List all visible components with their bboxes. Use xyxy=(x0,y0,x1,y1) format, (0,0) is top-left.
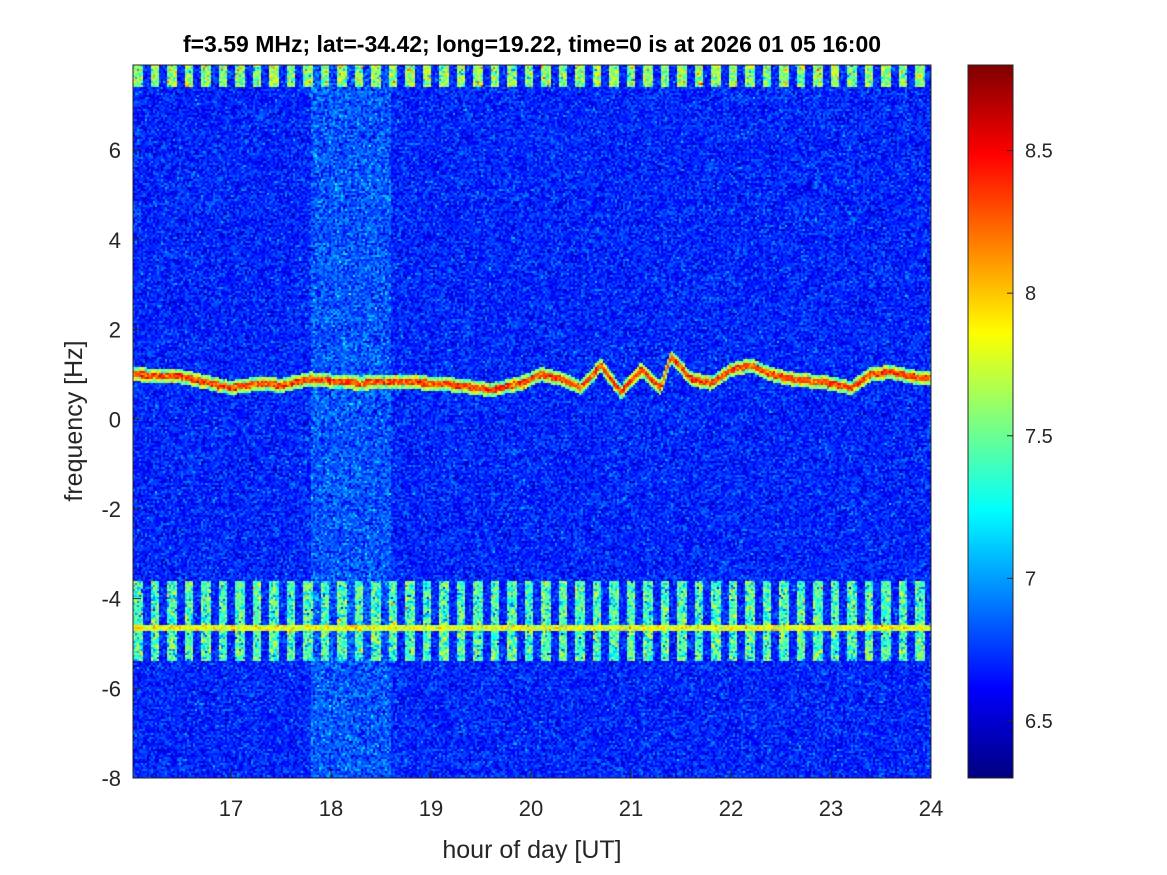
x-tick-label: 22 xyxy=(719,796,743,821)
colorbar-tick-label: 8 xyxy=(1025,283,1036,305)
colorbar-image xyxy=(968,65,1013,778)
x-tick-label: 19 xyxy=(419,796,443,821)
colorbar-tick-label: 7 xyxy=(1025,568,1036,590)
heatmap-foreign xyxy=(133,65,931,778)
colorbar-ticks: 6.5 7 7.5 8 8.5 xyxy=(1007,141,1053,733)
y-axis-label: frequency [Hz] xyxy=(60,340,88,501)
colorbar-frame xyxy=(967,64,1014,779)
x-axis: 17 18 19 20 21 22 23 24 xyxy=(219,770,943,821)
x-tick-label: 18 xyxy=(319,796,343,821)
y-tick-label: -6 xyxy=(101,676,121,701)
colorbar-tick-label: 6.5 xyxy=(1025,711,1053,733)
heatmap-image xyxy=(133,65,931,778)
y-tick-label: 6 xyxy=(109,138,121,163)
x-axis-label: hour of day [UT] xyxy=(442,836,621,864)
y-axis: -8 -6 -4 -2 0 2 4 6 xyxy=(101,138,141,791)
plot-area xyxy=(132,64,932,779)
y-tick-label: 0 xyxy=(109,407,121,432)
x-tick-label: 21 xyxy=(619,796,643,821)
y-tick-label: 2 xyxy=(109,318,121,343)
plot-frame xyxy=(132,64,932,779)
y-tick-label: -8 xyxy=(101,766,121,791)
y-tick-label: -2 xyxy=(101,497,121,522)
y-tick-label: -4 xyxy=(101,587,121,612)
x-tick-label: 20 xyxy=(519,796,543,821)
y-tick-label: 4 xyxy=(109,228,121,253)
colorbar-tick-label: 7.5 xyxy=(1025,426,1053,448)
chart-title: f=3.59 MHz; lat=-34.42; long=19.22, time… xyxy=(183,31,881,57)
colorbar: 6.5 7 7.5 8 8.5 xyxy=(967,64,1053,779)
x-tick-label: 17 xyxy=(219,796,243,821)
colorbar-foreign xyxy=(968,65,1013,778)
colorbar-tick-label: 8.5 xyxy=(1025,141,1053,163)
x-tick-label: 23 xyxy=(819,796,843,821)
x-tick-label: 24 xyxy=(919,796,943,821)
